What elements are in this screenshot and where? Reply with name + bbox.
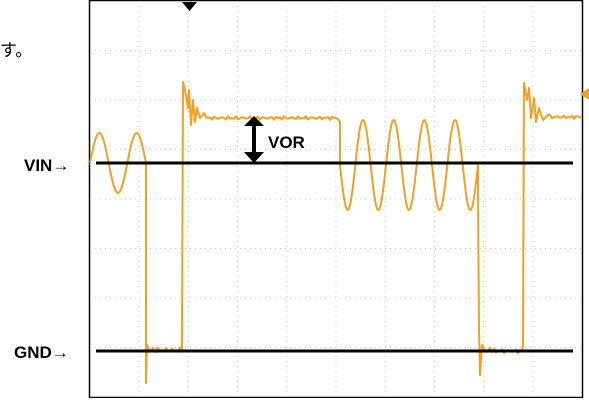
waveform-trace <box>89 81 583 384</box>
vor-label: VOR <box>268 133 305 152</box>
gnd-label: GND→ <box>14 343 69 362</box>
trigger-marker <box>182 2 197 11</box>
text-fragment: す。 <box>0 41 33 61</box>
vin-label: VIN→ <box>24 156 70 175</box>
level-marker <box>580 88 589 100</box>
vor-double-arrow <box>244 116 264 163</box>
scope-grid <box>90 1 582 397</box>
